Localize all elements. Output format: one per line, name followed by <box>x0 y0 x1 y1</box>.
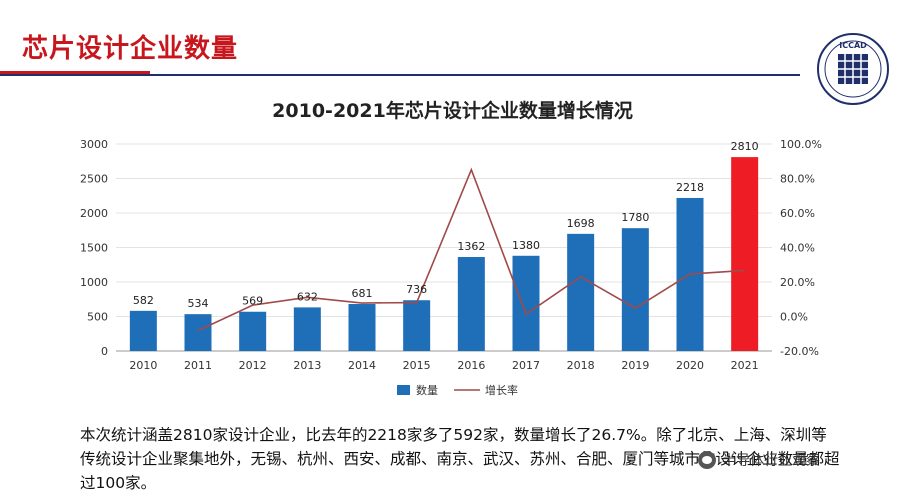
data-label: 1380 <box>512 239 540 252</box>
right-tick-label: 0.0% <box>780 311 808 324</box>
summary-paragraph: 本次统计涵盖2810家设计企业，比去年的2218家多了592家，数量增长了26.… <box>80 426 840 492</box>
data-label: 2218 <box>676 181 704 194</box>
chart-title: 2010-2021年芯片设计企业数量增长情况 <box>272 100 633 122</box>
bar <box>129 310 157 351</box>
bar <box>457 257 485 351</box>
chart-gridlines <box>116 143 772 352</box>
bar <box>403 300 431 351</box>
growth-line-series <box>197 167 745 332</box>
left-tick-label: 1000 <box>80 276 108 289</box>
x-tick-label: 2012 <box>239 359 267 372</box>
bar-line-chart: 0 500 1000 1500 2000 2500 3000 -20.0% 0.0% 20.0%… <box>80 138 822 397</box>
right-tick-label: -20.0% <box>780 345 819 358</box>
x-tick-label: 2015 <box>403 359 431 372</box>
x-tick-label: 2020 <box>676 359 704 372</box>
left-tick-label: 3000 <box>80 138 108 151</box>
x-tick-label: 2013 <box>293 359 321 372</box>
data-label: 1698 <box>567 217 595 230</box>
data-label: 681 <box>352 287 373 300</box>
right-tick-label: 80.0% <box>780 173 815 186</box>
data-label: 1362 <box>457 240 485 253</box>
x-tick-label: 2017 <box>512 359 540 372</box>
bar-series <box>129 157 759 351</box>
bar <box>239 311 267 351</box>
left-tick-label: 1500 <box>80 242 108 255</box>
logo-text: ICCAD <box>839 41 867 50</box>
data-label: 534 <box>188 297 209 310</box>
bar <box>512 255 540 351</box>
title-divider <box>0 74 800 76</box>
left-tick-label: 0 <box>101 345 108 358</box>
x-tick-label: 2014 <box>348 359 376 372</box>
left-axis-ticks: 0 500 1000 1500 2000 2500 3000 <box>80 138 108 358</box>
iccad-logo: ICCAD <box>817 33 889 105</box>
bar <box>621 228 649 351</box>
wechat-icon <box>698 451 716 469</box>
bar <box>293 307 321 351</box>
data-label: 569 <box>242 295 263 308</box>
right-tick-label: 100.0% <box>780 138 822 151</box>
data-label: 1780 <box>621 211 649 224</box>
x-tick-label: 2016 <box>457 359 485 372</box>
page-title: 芯片设计企业数量 <box>22 34 239 64</box>
bar <box>567 233 595 351</box>
left-tick-label: 500 <box>87 311 108 324</box>
title-accent-bar <box>0 71 150 74</box>
watermark: 半导体行业观察 <box>698 450 820 470</box>
bar <box>184 314 212 351</box>
watermark-text: 半导体行业观察 <box>722 453 820 469</box>
x-axis-ticks: 2010 2011 2012 2013 2014 2015 2016 2017 2018 2019… <box>129 359 758 372</box>
data-label: 582 <box>133 294 154 307</box>
x-tick-label: 2018 <box>567 359 595 372</box>
legend-label-line: 增长率 <box>485 383 518 397</box>
data-labels: 582 534 569 632 681 736 1362 1380 1698 1780 2218 28… <box>133 140 759 310</box>
bar <box>731 157 759 351</box>
data-label: 736 <box>406 283 427 296</box>
data-label: 632 <box>297 290 318 303</box>
bar <box>348 304 376 351</box>
data-label: 2810 <box>731 140 759 153</box>
x-tick-label: 2011 <box>184 359 212 372</box>
right-tick-label: 40.0% <box>780 242 815 255</box>
legend-swatch-bar <box>397 385 410 395</box>
right-axis-ticks: -20.0% 0.0% 20.0% 40.0% 60.0% 80.0% 100.0% <box>780 138 822 358</box>
left-tick-label: 2000 <box>80 207 108 220</box>
x-tick-label: 2019 <box>621 359 649 372</box>
right-tick-label: 20.0% <box>780 276 815 289</box>
chart-legend: 数量 增长率 <box>397 383 518 397</box>
left-tick-label: 2500 <box>80 173 108 186</box>
right-tick-label: 60.0% <box>780 207 815 220</box>
legend-label-bar: 数量 <box>416 384 438 397</box>
x-tick-label: 2010 <box>129 359 157 372</box>
x-tick-label: 2021 <box>731 359 759 372</box>
growth-line <box>197 167 745 332</box>
